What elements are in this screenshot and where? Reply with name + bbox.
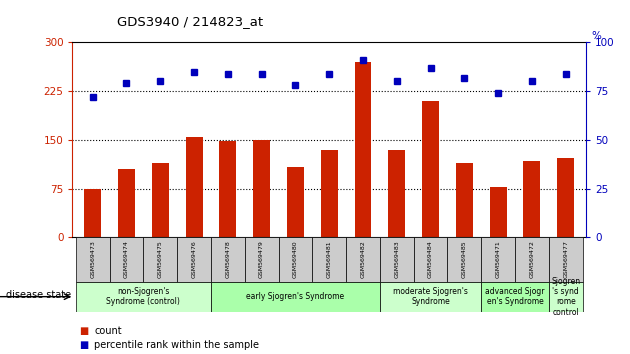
Text: GSM569476: GSM569476 bbox=[192, 241, 197, 278]
Text: GSM569475: GSM569475 bbox=[158, 241, 163, 278]
Text: GSM569477: GSM569477 bbox=[563, 241, 568, 278]
Bar bbox=[422, 101, 439, 237]
Bar bbox=[380, 237, 414, 282]
Bar bbox=[549, 282, 583, 312]
Bar bbox=[110, 237, 144, 282]
Bar bbox=[278, 237, 312, 282]
Bar bbox=[144, 237, 177, 282]
Bar bbox=[244, 237, 278, 282]
Bar bbox=[76, 282, 211, 312]
Text: Sjogren
's synd
rome
control: Sjogren 's synd rome control bbox=[551, 276, 580, 317]
Text: GSM569485: GSM569485 bbox=[462, 241, 467, 278]
Text: moderate Sjogren's
Syndrome: moderate Sjogren's Syndrome bbox=[393, 287, 468, 306]
Bar bbox=[456, 162, 472, 237]
Bar bbox=[211, 237, 244, 282]
Bar bbox=[186, 137, 202, 237]
Text: percentile rank within the sample: percentile rank within the sample bbox=[94, 340, 260, 350]
Bar bbox=[321, 149, 338, 237]
Bar bbox=[355, 62, 372, 237]
Bar bbox=[177, 237, 211, 282]
Text: GSM569473: GSM569473 bbox=[90, 241, 95, 278]
Text: GSM569478: GSM569478 bbox=[226, 241, 231, 278]
Bar bbox=[118, 169, 135, 237]
Text: disease state: disease state bbox=[6, 290, 71, 300]
Bar bbox=[253, 140, 270, 237]
Text: GSM569480: GSM569480 bbox=[293, 241, 298, 278]
Text: GDS3940 / 214823_at: GDS3940 / 214823_at bbox=[117, 15, 263, 28]
Text: GSM569483: GSM569483 bbox=[394, 241, 399, 278]
Bar bbox=[447, 237, 481, 282]
Bar bbox=[219, 141, 236, 237]
Bar bbox=[481, 282, 549, 312]
Text: GSM569479: GSM569479 bbox=[259, 241, 264, 278]
Text: GSM569471: GSM569471 bbox=[496, 241, 501, 278]
Text: count: count bbox=[94, 326, 122, 336]
Bar bbox=[549, 237, 583, 282]
Text: ■: ■ bbox=[79, 326, 88, 336]
Bar bbox=[481, 237, 515, 282]
Bar bbox=[388, 149, 405, 237]
Bar bbox=[490, 187, 507, 237]
Bar bbox=[346, 237, 380, 282]
Text: advanced Sjogr
en's Syndrome: advanced Sjogr en's Syndrome bbox=[485, 287, 545, 306]
Bar bbox=[380, 282, 481, 312]
Bar bbox=[287, 167, 304, 237]
Bar bbox=[211, 282, 380, 312]
Text: GSM569474: GSM569474 bbox=[124, 241, 129, 278]
Bar bbox=[76, 237, 110, 282]
Text: GSM569472: GSM569472 bbox=[529, 241, 534, 278]
Text: %: % bbox=[591, 30, 601, 40]
Text: GSM569484: GSM569484 bbox=[428, 241, 433, 278]
Bar bbox=[524, 161, 541, 237]
Bar bbox=[152, 162, 169, 237]
Text: GSM569482: GSM569482 bbox=[360, 241, 365, 278]
Text: ■: ■ bbox=[79, 340, 88, 350]
Bar bbox=[414, 237, 447, 282]
Text: GSM569481: GSM569481 bbox=[327, 241, 331, 278]
Bar bbox=[312, 237, 346, 282]
Bar bbox=[84, 188, 101, 237]
Bar bbox=[557, 158, 574, 237]
Text: early Sjogren's Syndrome: early Sjogren's Syndrome bbox=[246, 292, 345, 301]
Bar bbox=[515, 237, 549, 282]
Text: non-Sjogren's
Syndrome (control): non-Sjogren's Syndrome (control) bbox=[106, 287, 180, 306]
